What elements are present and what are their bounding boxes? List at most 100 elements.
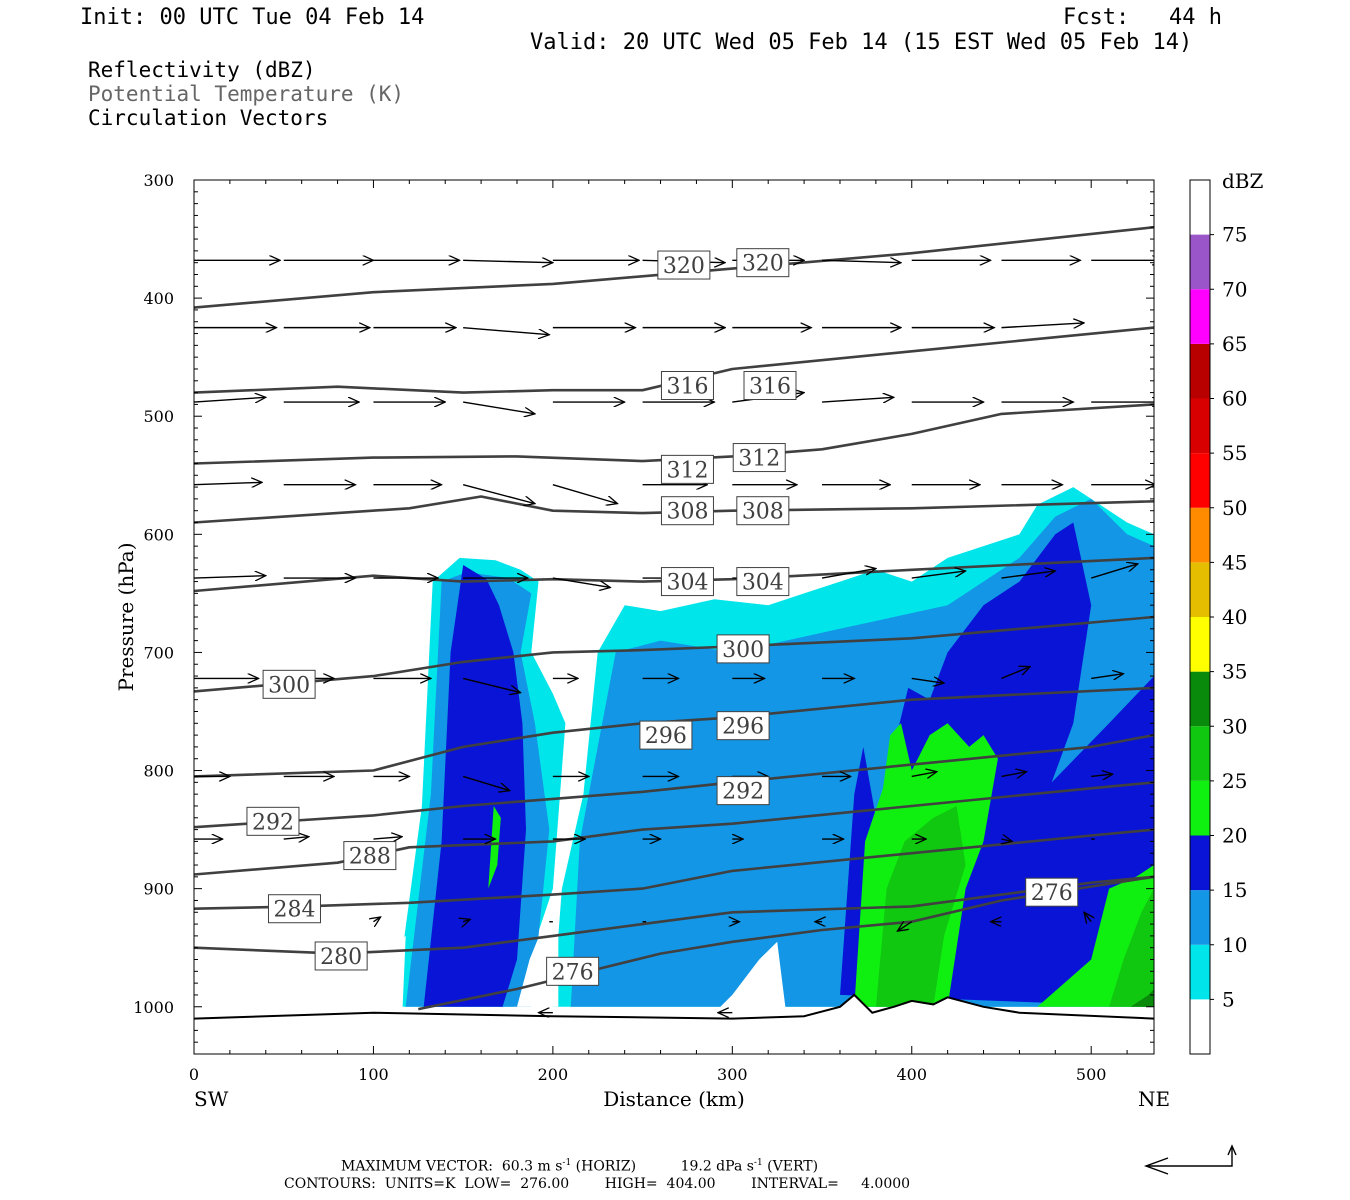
circulation-vector [911,678,944,683]
colorbar-swatch-15 [1190,835,1210,891]
colorbar-swatch-20 [1190,780,1210,836]
y-axis-title: Pressure (hPa) [114,543,138,692]
colorbar-label-65: 65 [1222,332,1247,356]
colorbar-swatch-70 [1190,234,1210,290]
reflectivity-region-20dbz [488,806,501,889]
x-tick-label: 200 [538,1065,569,1084]
theta-label-box [736,248,790,278]
theta-label-284: 284 [273,898,315,923]
reference-vector [1146,1148,1233,1167]
theta-contour-276 [418,875,1154,1011]
theta-contour-300 [194,615,1154,693]
colorbar-swatch-30 [1190,671,1210,727]
theta-label-312: 312 [666,458,708,483]
x-end-label-ne: NE [1138,1087,1170,1111]
theta-label-box [246,806,300,836]
theta-label-276: 276 [1031,881,1073,906]
y-tick-label: 500 [143,407,174,426]
theta-label-box [657,250,711,280]
theta-label-box [660,454,714,484]
reflectivity-region-30dbz [1130,989,1154,1007]
colorbar-label-50: 50 [1222,496,1247,520]
theta-label-box [732,443,786,473]
theta-label-292: 292 [722,780,764,805]
theta-contour-292 [194,733,1154,829]
clear-region [355,935,406,1019]
theta-label-276: 276 [552,960,594,985]
circulation-vector [194,397,266,402]
reference-vector-head-left [1143,1157,1169,1175]
colorbar-swatch-45 [1190,507,1210,563]
theta-label-292: 292 [252,810,294,835]
theta-label-300: 300 [722,638,764,663]
colorbar-swatch-25 [1190,726,1210,781]
below-ground-mask [194,994,1154,1054]
forecast-hour: Fcst: 44 h [1063,5,1222,30]
theta-label-320: 320 [663,254,705,279]
theta-label-296: 296 [645,724,687,749]
x-axis-title: Distance (km) [603,1087,745,1111]
theta-label-304: 304 [742,571,784,596]
circulation-vector [911,571,966,579]
theta-label-box [343,841,397,871]
theta-label-box [1025,877,1079,907]
x-end-label-sw: SW [194,1087,229,1111]
plot-area: 320 320 316 316 312 312 308 308 304 304 300 300 296 2… [194,225,1154,1054]
legend-reflectivity: Reflectivity (dBZ) [88,58,316,82]
circulation-vector [194,576,266,578]
clear-region [714,941,787,1013]
circulation-vector [463,919,470,921]
colorbar-label-75: 75 [1222,223,1247,247]
theta-label-box [716,634,770,664]
theta-label-296: 296 [722,715,764,740]
theta-label-316: 316 [749,375,791,400]
x-tick-label: 300 [717,1065,748,1084]
x-tick-label: 400 [896,1065,927,1084]
circulation-vector [1091,774,1113,776]
y-tick-label: 400 [143,289,174,308]
theta-label-box [314,941,368,971]
x-tick-label: 100 [358,1065,389,1084]
theta-label-300: 300 [268,673,310,698]
circulation-vector [1084,912,1091,921]
circulation-vector [373,837,402,839]
colorbar-label-60: 60 [1222,387,1247,411]
colorbar-swatch-55 [1190,398,1210,454]
y-tick-label: 700 [143,643,174,662]
theta-label-box [262,669,316,699]
circulation-vector [1091,674,1123,679]
theta-contour-296 [194,686,1154,778]
y-tick-label: 800 [143,762,174,781]
colorbar-title: dBZ [1222,169,1264,193]
colorbar-swatch-40 [1190,562,1210,617]
colorbar-swatch-5 [1190,944,1210,1000]
theta-contour-316 [194,326,1154,394]
colorbar-label-40: 40 [1222,605,1247,629]
circulation-vector [1001,667,1030,680]
theta-label-320: 320 [742,252,784,277]
valid-time: Valid: 20 UTC Wed 05 Feb 14 (15 EST Wed … [530,30,1193,55]
legend-circulation-vectors: Circulation Vectors [88,106,329,130]
theta-label-280: 280 [320,945,362,970]
footer-contours-info: CONTOURS: UNITS=K LOW= 276.00 HIGH= 404.… [284,1176,911,1192]
circulation-vector [911,772,937,777]
theta-label-308: 308 [742,500,784,525]
circulation-vector [822,260,901,262]
theta-label-308: 308 [666,500,708,525]
circulation-vector [462,484,535,504]
theta-label-box [267,894,321,924]
theta-label-box [660,496,714,526]
circulation-vector [463,260,553,262]
circulation-vector [1001,839,1012,841]
colorbar-label-70: 70 [1222,277,1247,301]
circulation-vector [463,326,549,335]
legend-potential-temperature: Potential Temperature (K) [88,82,405,106]
theta-label-box [736,567,790,597]
x-tick-label: 500 [1076,1065,1107,1084]
circulation-vector [462,677,520,692]
theta-label-box [639,720,693,750]
theta-contour-304 [194,556,1154,593]
theta-label-288: 288 [349,845,391,870]
theta-label-box [743,371,797,401]
